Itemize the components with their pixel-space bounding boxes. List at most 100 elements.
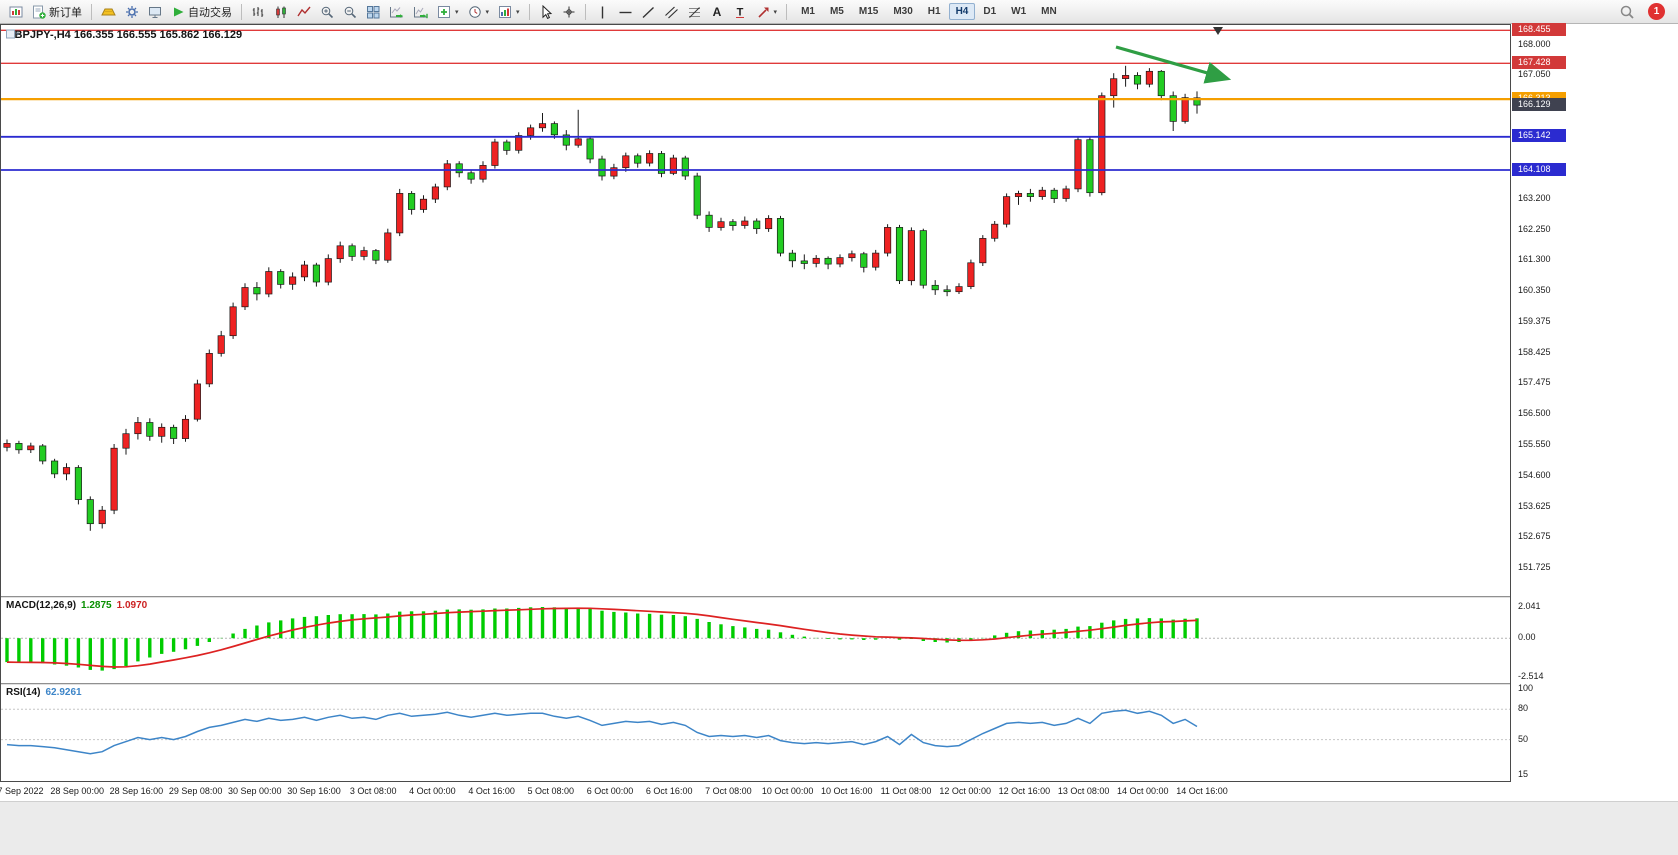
toolbar-separator bbox=[91, 3, 92, 20]
timeframe-button-w1[interactable]: W1 bbox=[1011, 6, 1027, 17]
timeframe-button-h1[interactable]: H1 bbox=[927, 6, 941, 17]
macd-chart[interactable] bbox=[1, 598, 1510, 683]
time-label: 30 Sep 16:00 bbox=[287, 786, 341, 796]
price-badge: 165.142 bbox=[1512, 129, 1566, 143]
zoom-out-button[interactable] bbox=[339, 1, 361, 22]
trendline-icon bbox=[642, 6, 654, 18]
time-label: 4 Oct 00:00 bbox=[409, 786, 456, 796]
autotrading-button[interactable]: 自动交易 bbox=[167, 1, 236, 22]
rsi-value: 62.9261 bbox=[45, 687, 82, 698]
price-tick-label: 167.050 bbox=[1518, 69, 1551, 80]
zoom-out-icon bbox=[344, 6, 357, 18]
price-pane[interactable]: GBPJPY-,H4 166.355 166.555 165.862 166.1… bbox=[1, 25, 1510, 596]
chart-system-menu[interactable] bbox=[5, 1, 27, 22]
chart-area[interactable]: GBPJPY-,H4 166.355 166.555 165.862 166.1… bbox=[0, 24, 1511, 782]
bar-chart-button[interactable] bbox=[247, 1, 269, 22]
arrows-tool-button[interactable]: ▾ bbox=[752, 1, 782, 22]
pane-separator[interactable] bbox=[1, 683, 1510, 685]
macd-pane[interactable]: MACD(12,26,9) 1.2875 1.0970 bbox=[1, 598, 1510, 683]
candles-icon bbox=[276, 6, 286, 18]
toolbar-separator bbox=[584, 3, 586, 20]
timeframe-button-m15[interactable]: M15 bbox=[858, 6, 879, 17]
main-toolbar: 新订单 自动交易 bbox=[0, 0, 1678, 24]
time-label: 5 Oct 08:00 bbox=[527, 786, 575, 796]
metaeditor-button[interactable] bbox=[97, 1, 120, 22]
rsi-chart[interactable] bbox=[1, 685, 1510, 781]
timeframe-button-h4[interactable]: H4 bbox=[948, 3, 976, 20]
macd-main-value: 1.2875 bbox=[81, 600, 112, 611]
toolbar-separator bbox=[786, 3, 788, 20]
indicators-button[interactable]: ▾ bbox=[433, 1, 463, 22]
time-axis[interactable]: 27 Sep 2022 28 Sep 00:00 28 Sep 16:00 29 Se… bbox=[0, 782, 1511, 801]
price-tick-label: 159.375 bbox=[1518, 316, 1551, 327]
template-chart-icon bbox=[499, 5, 512, 18]
macd-tick-label: 0.00 bbox=[1518, 632, 1536, 643]
price-scale[interactable]: 168.000 167.050 163.200 162.250 161.300 160.3… bbox=[1511, 22, 1568, 782]
search-button[interactable] bbox=[1615, 1, 1639, 22]
timeframe-button-m1[interactable]: M1 bbox=[801, 6, 815, 17]
main-price-chart[interactable] bbox=[1, 25, 1510, 596]
price-tick-label: 168.000 bbox=[1518, 38, 1551, 49]
price-badge: 168.455 bbox=[1512, 22, 1566, 36]
time-label: 14 Oct 16:00 bbox=[1176, 786, 1228, 796]
right-empty-area bbox=[1568, 24, 1678, 782]
auto-scroll-icon bbox=[390, 6, 404, 18]
macd-title: MACD(12,26,9) bbox=[6, 600, 77, 611]
rsi-tick-label: 15 bbox=[1518, 768, 1529, 779]
chart-shift-button[interactable] bbox=[409, 1, 432, 22]
time-label: 6 Oct 16:00 bbox=[645, 786, 693, 796]
rsi-tick-label: 100 bbox=[1518, 683, 1534, 693]
timeframe-button-m30[interactable]: M30 bbox=[893, 6, 913, 17]
label-tool-button[interactable]: T bbox=[729, 1, 751, 22]
crosshair-tool-button[interactable] bbox=[558, 1, 580, 22]
symbol-dropdown-icon[interactable] bbox=[6, 29, 20, 40]
price-tick-label: 155.550 bbox=[1518, 439, 1551, 449]
tile-windows-button[interactable] bbox=[362, 1, 384, 22]
line-chart-button[interactable] bbox=[293, 1, 315, 22]
new-order-button[interactable]: 新订单 bbox=[28, 1, 86, 22]
chevron-down-icon: ▾ bbox=[516, 8, 520, 16]
chart-window-icon bbox=[9, 6, 23, 17]
vertical-line-icon bbox=[601, 6, 603, 18]
price-tick-label: 160.350 bbox=[1518, 284, 1551, 295]
macd-tick-label: -2.514 bbox=[1518, 671, 1544, 681]
autotrading-play-icon bbox=[174, 7, 184, 16]
periods-button[interactable]: ▾ bbox=[464, 1, 494, 22]
chart-workspace: GBPJPY-,H4 166.355 166.555 165.862 166.1… bbox=[0, 22, 1678, 782]
chevron-down-icon: ▾ bbox=[485, 8, 490, 16]
chevron-down-icon: ▾ bbox=[455, 8, 459, 16]
chart-title-text: GBPJPY-,H4 166.355 166.555 165.862 166.1… bbox=[6, 29, 243, 41]
rsi-title: RSI(14) bbox=[6, 687, 41, 698]
horizontal-line-tool-button[interactable] bbox=[614, 1, 636, 22]
fibonacci-tool-button[interactable] bbox=[683, 1, 705, 22]
options-button[interactable] bbox=[121, 1, 143, 22]
zoom-in-button[interactable] bbox=[316, 1, 338, 22]
text-label-icon: T bbox=[735, 6, 744, 18]
text-icon: A bbox=[712, 5, 721, 19]
notification-badge[interactable]: 1 bbox=[1648, 3, 1665, 20]
time-label: 6 Oct 00:00 bbox=[586, 786, 634, 796]
price-tick-label: 156.500 bbox=[1518, 408, 1551, 419]
search-icon bbox=[1620, 5, 1634, 19]
price-tick-label: 151.725 bbox=[1518, 561, 1551, 572]
templates-button[interactable]: ▾ bbox=[494, 1, 524, 22]
time-label: 14 Oct 00:00 bbox=[1117, 786, 1169, 796]
cursor-tool-button[interactable] bbox=[535, 1, 557, 22]
zoom-in-icon bbox=[321, 6, 334, 18]
timeframe-button-mn[interactable]: MN bbox=[1041, 6, 1057, 17]
rsi-pane[interactable]: RSI(14) 62.9261 bbox=[1, 685, 1510, 781]
timeframe-button-d1[interactable]: D1 bbox=[983, 6, 997, 17]
text-tool-button[interactable]: A bbox=[706, 1, 728, 22]
timeframe-button-m5[interactable]: M5 bbox=[829, 6, 844, 17]
pane-separator[interactable] bbox=[1, 596, 1510, 598]
candlestick-chart-button[interactable] bbox=[270, 1, 292, 22]
fullscreen-button[interactable] bbox=[144, 1, 166, 22]
toolbar-separator bbox=[241, 3, 242, 20]
trendline-tool-button[interactable] bbox=[637, 1, 659, 22]
auto-scroll-button[interactable] bbox=[385, 1, 408, 22]
channel-tool-button[interactable] bbox=[660, 1, 682, 22]
chart-shift-icon bbox=[414, 6, 428, 18]
rsi-tick-label: 80 bbox=[1518, 703, 1529, 714]
vertical-line-tool-button[interactable] bbox=[591, 1, 613, 22]
